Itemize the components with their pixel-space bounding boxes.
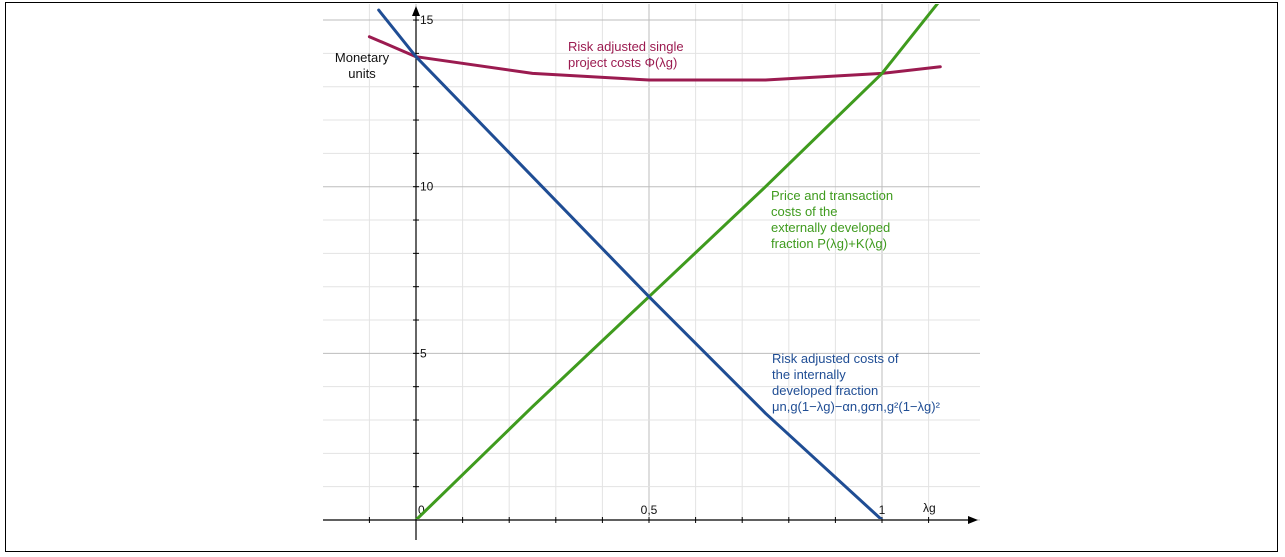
y-tick-label: 15: [420, 13, 434, 27]
annotation-risk: Risk adjusted costs of the internally deve…: [772, 351, 941, 414]
ann-price-line: Price and transaction: [771, 188, 893, 203]
y-axis-label-line: Monetary: [335, 50, 390, 65]
y-axis-label-line: units: [348, 66, 376, 81]
x-tick-label: 0,5: [641, 503, 658, 517]
y-axis-arrow: [412, 6, 420, 16]
ann-phi-line: project costs Φ(λg): [568, 55, 677, 70]
ann-risk-line: developed fraction: [772, 383, 878, 398]
y-tick-label: 10: [420, 180, 434, 194]
x-axis-arrow: [968, 516, 978, 524]
x-axis-label: λg: [923, 501, 936, 515]
x-tick-label: 1: [879, 503, 886, 517]
ann-price-line: externally developed: [771, 220, 890, 235]
x-tick-label: 0: [418, 503, 425, 517]
ann-risk-line: μn,g(1−λg)−αn,gσn,g²(1−λg)²: [772, 399, 941, 414]
figure-frame: [5, 2, 1278, 552]
ann-risk-line: Risk adjusted costs of: [772, 351, 899, 366]
annotation-phi: Risk adjusted single project costs Φ(λg): [568, 39, 684, 70]
annotation-price: Price and transaction costs of the externa…: [771, 188, 893, 251]
ann-price-line: fraction P(λg)+K(λg): [771, 236, 887, 251]
ann-risk-line: the internally: [772, 367, 846, 382]
y-axis-label: Monetary units: [335, 50, 390, 81]
y-tick-label: 5: [420, 346, 427, 360]
series-group: [367, 4, 942, 519]
ann-phi-line: Risk adjusted single: [568, 39, 684, 54]
series-risk-line: [377, 8, 884, 519]
ann-price-line: costs of the: [771, 204, 837, 219]
axes: [323, 6, 978, 540]
